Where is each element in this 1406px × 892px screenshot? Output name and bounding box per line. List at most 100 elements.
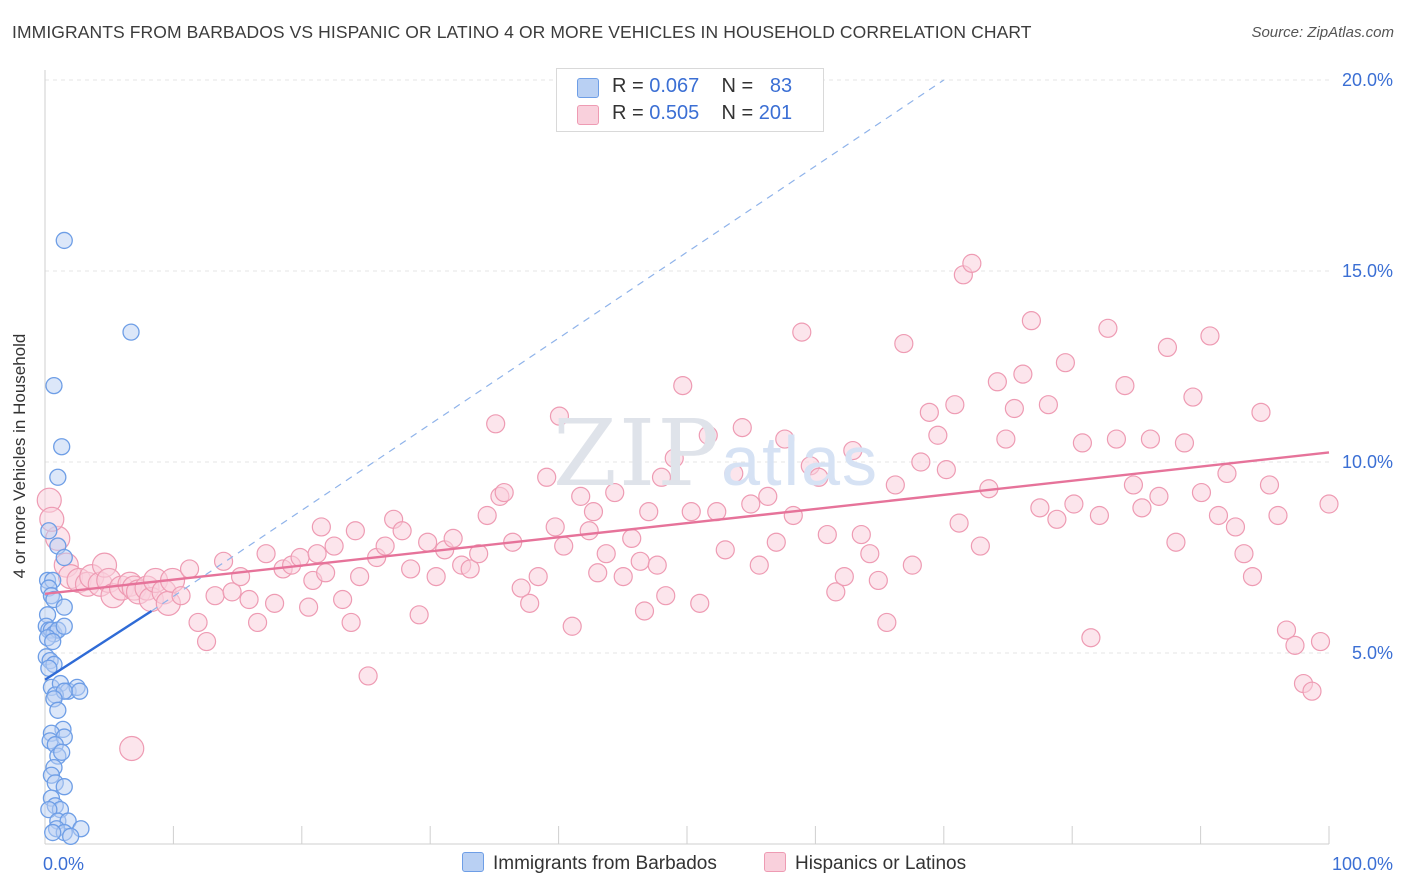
barbados-point bbox=[49, 468, 67, 486]
series-legend-hispanic: Hispanics or Latinos bbox=[764, 852, 966, 875]
hispanic-point bbox=[902, 555, 922, 575]
hispanic-point bbox=[1310, 631, 1331, 652]
hispanic-point bbox=[316, 563, 336, 583]
hispanic-point bbox=[494, 482, 514, 503]
r-value: 0.067 bbox=[649, 75, 700, 97]
hispanic-point bbox=[613, 566, 633, 587]
hispanic-point bbox=[630, 551, 650, 571]
hispanic-point bbox=[1200, 326, 1220, 346]
hispanic-point bbox=[1242, 566, 1263, 587]
hispanic-point bbox=[477, 505, 497, 526]
n-label: N = bbox=[721, 75, 759, 97]
hispanic-point bbox=[1285, 635, 1305, 655]
barbados-point bbox=[55, 598, 73, 616]
hispanic-point bbox=[860, 544, 880, 564]
hispanic-point bbox=[1106, 429, 1127, 449]
hispanic-point bbox=[1030, 498, 1050, 518]
barbados-point bbox=[44, 823, 62, 842]
barbados-point bbox=[55, 778, 73, 796]
barbados-point bbox=[45, 376, 63, 395]
hispanic-point bbox=[205, 586, 225, 606]
n-value: 83 bbox=[769, 75, 793, 97]
stats-legend: R = 0.067 N = 83 R = 0.505 N = 201 bbox=[556, 68, 824, 132]
hispanic-point bbox=[358, 666, 378, 686]
barbados-legend-swatch bbox=[462, 852, 484, 872]
hispanic-point bbox=[511, 578, 531, 598]
hispanic-point bbox=[1251, 402, 1271, 422]
watermark-atlas: atlas bbox=[721, 422, 880, 500]
hispanic-point bbox=[350, 566, 370, 587]
hispanic-point bbox=[392, 521, 412, 541]
barbados-swatch bbox=[577, 78, 599, 98]
hispanic-point bbox=[1183, 387, 1203, 407]
hispanic-point bbox=[418, 532, 438, 552]
hispanic-point bbox=[230, 566, 251, 587]
watermark: ZIPatlas bbox=[553, 400, 879, 507]
series-legend-barbados: Immigrants from Barbados bbox=[462, 852, 717, 875]
barbados-point bbox=[55, 231, 73, 250]
hispanic-point bbox=[179, 559, 200, 579]
hispanic-point bbox=[460, 559, 480, 579]
hispanic-point bbox=[324, 536, 344, 556]
hispanic-point bbox=[1225, 517, 1246, 537]
hispanic-point bbox=[1191, 482, 1212, 503]
hispanic-point bbox=[341, 612, 361, 633]
hispanic-point bbox=[583, 502, 604, 522]
hispanic-point bbox=[571, 486, 591, 506]
hispanic-point bbox=[290, 547, 310, 568]
hispanic-point bbox=[247, 612, 268, 633]
hispanic-point bbox=[639, 502, 659, 522]
hispanic-point bbox=[647, 555, 667, 575]
barbados-point bbox=[55, 548, 73, 567]
hispanic-point bbox=[239, 589, 259, 610]
hispanic-point bbox=[1098, 318, 1118, 338]
x-tick-label: 0.0% bbox=[43, 854, 84, 874]
hispanic-trendline bbox=[44, 451, 1330, 595]
hispanic-point bbox=[469, 544, 489, 564]
hispanic-point bbox=[775, 429, 795, 449]
hispanic-point bbox=[766, 532, 786, 552]
hispanic-point bbox=[264, 593, 285, 613]
hispanic-point bbox=[1208, 505, 1229, 526]
hispanic-point bbox=[826, 582, 846, 602]
x-tick-label: 100.0% bbox=[1332, 854, 1393, 874]
hispanic-point bbox=[1004, 398, 1024, 419]
hispanic-point bbox=[1149, 486, 1169, 506]
hispanic-point bbox=[962, 253, 982, 273]
hispanic-point bbox=[1072, 433, 1093, 453]
hispanic-point bbox=[1081, 628, 1101, 648]
hispanic-point bbox=[520, 593, 540, 613]
hispanic-point bbox=[1055, 353, 1075, 373]
hispanic-point bbox=[690, 593, 710, 613]
hispanic-point bbox=[817, 524, 837, 545]
hispanic-point bbox=[1038, 395, 1058, 415]
hispanic-point bbox=[1259, 475, 1280, 495]
hispanic-point bbox=[622, 528, 642, 549]
y-axis-label: 4 or more Vehicles in Household bbox=[10, 333, 29, 579]
hispanic-point bbox=[1276, 620, 1297, 640]
r-label: R = bbox=[612, 102, 650, 124]
hispanic-point bbox=[732, 418, 752, 438]
hispanic-point bbox=[1123, 475, 1144, 495]
watermark-zip: ZIP bbox=[553, 400, 722, 507]
hispanic-point bbox=[928, 425, 948, 445]
hispanic-point bbox=[1166, 532, 1186, 552]
r-value: 0.505 bbox=[649, 102, 700, 124]
hispanic-point bbox=[1319, 494, 1339, 514]
hispanic-point bbox=[996, 429, 1016, 449]
barbados-point bbox=[53, 743, 71, 761]
y-tick-label: 5.0% bbox=[1352, 643, 1393, 663]
hispanic-point bbox=[1047, 509, 1067, 529]
barbados-point bbox=[40, 800, 58, 819]
hispanic-point bbox=[741, 494, 761, 514]
barbados-point bbox=[53, 438, 71, 456]
hispanic-point bbox=[1064, 494, 1084, 514]
hispanic-point bbox=[579, 521, 599, 541]
hispanic-point bbox=[715, 540, 735, 560]
hispanic-point bbox=[809, 467, 829, 487]
hispanic-legend-swatch bbox=[764, 852, 786, 872]
hispanic-point bbox=[749, 555, 769, 575]
barbados-point bbox=[55, 617, 73, 635]
hispanic-point bbox=[554, 536, 574, 556]
